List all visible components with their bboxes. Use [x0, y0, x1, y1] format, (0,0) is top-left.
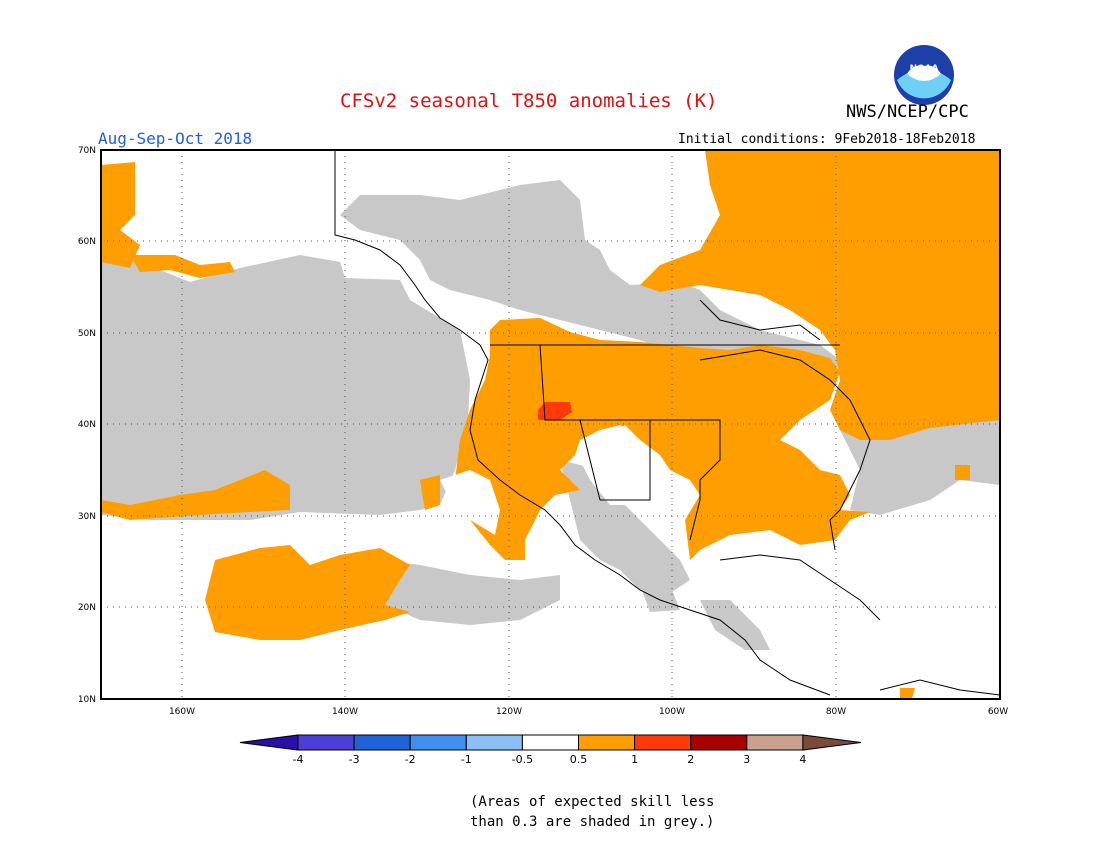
- colorbar-tick-label: 2: [687, 753, 694, 766]
- colorbar-tick-label: 4: [799, 753, 806, 766]
- colorbar-swatch: [409, 734, 467, 751]
- lon-label: 160W: [169, 707, 195, 717]
- logo-text: NOAA: [910, 64, 939, 74]
- lat-label: 10N: [78, 695, 96, 705]
- colorbar-high-arrow: [802, 734, 861, 751]
- noaa-logo: NOAA: [894, 45, 954, 105]
- map-title: CFSv2 seasonal T850 anomalies (K): [340, 90, 718, 112]
- colorbar-tick-label: -4: [293, 753, 304, 766]
- lon-label: 140W: [332, 707, 358, 717]
- skill-footnote: (Areas of expected skill less than 0.3 a…: [470, 792, 714, 832]
- lat-label: 60N: [78, 237, 96, 247]
- lat-label: 70N: [78, 146, 96, 156]
- colorbar-tick-label: -3: [349, 753, 360, 766]
- colorbar-swatch: [690, 734, 748, 751]
- coastlines: [334, 150, 1000, 696]
- initial-conditions-label: Initial conditions: 9Feb2018-18Feb2018: [678, 132, 976, 147]
- footnote-line: than 0.3 are shaded in grey.): [470, 814, 715, 830]
- lat-label: 20N: [78, 603, 96, 613]
- colorbar: [239, 734, 861, 751]
- lon-label: 80W: [826, 707, 846, 717]
- agency-label: NWS/NCEP/CPC: [846, 102, 969, 122]
- lat-label: 30N: [78, 512, 96, 522]
- colorbar-swatch: [634, 734, 692, 751]
- colorbar-tick-label: -1: [461, 753, 472, 766]
- map-frame: [100, 149, 1001, 700]
- colorbar-tick-label: -0.5: [512, 753, 533, 766]
- footnote-line: (Areas of expected skill less: [470, 794, 715, 810]
- colorbar-tick-label: 3: [743, 753, 750, 766]
- lat-label: 50N: [78, 329, 96, 339]
- colorbar-swatch: [465, 734, 523, 751]
- colorbar-tick-label: 0.5: [570, 753, 588, 766]
- warm-anomaly-region: [101, 150, 1000, 699]
- strong-warm-anomaly-region: [538, 402, 572, 420]
- colorbar-swatch: [297, 734, 355, 751]
- lat-label: 40N: [78, 420, 96, 430]
- lon-label: 60W: [988, 707, 1008, 717]
- colorbar-tick-label: -2: [405, 753, 416, 766]
- colorbar-low-arrow: [239, 734, 299, 751]
- colorbar-swatch: [746, 734, 804, 751]
- lon-label: 120W: [496, 707, 522, 717]
- season-label: Aug-Sep-Oct 2018: [98, 129, 253, 148]
- colorbar-swatch: [353, 734, 411, 751]
- colorbar-swatch: [521, 734, 580, 751]
- colorbar-tick-label: 1: [631, 753, 638, 766]
- colorbar-swatch: [578, 734, 636, 751]
- near-normal-region: [440, 425, 650, 535]
- lon-label: 100W: [659, 707, 685, 717]
